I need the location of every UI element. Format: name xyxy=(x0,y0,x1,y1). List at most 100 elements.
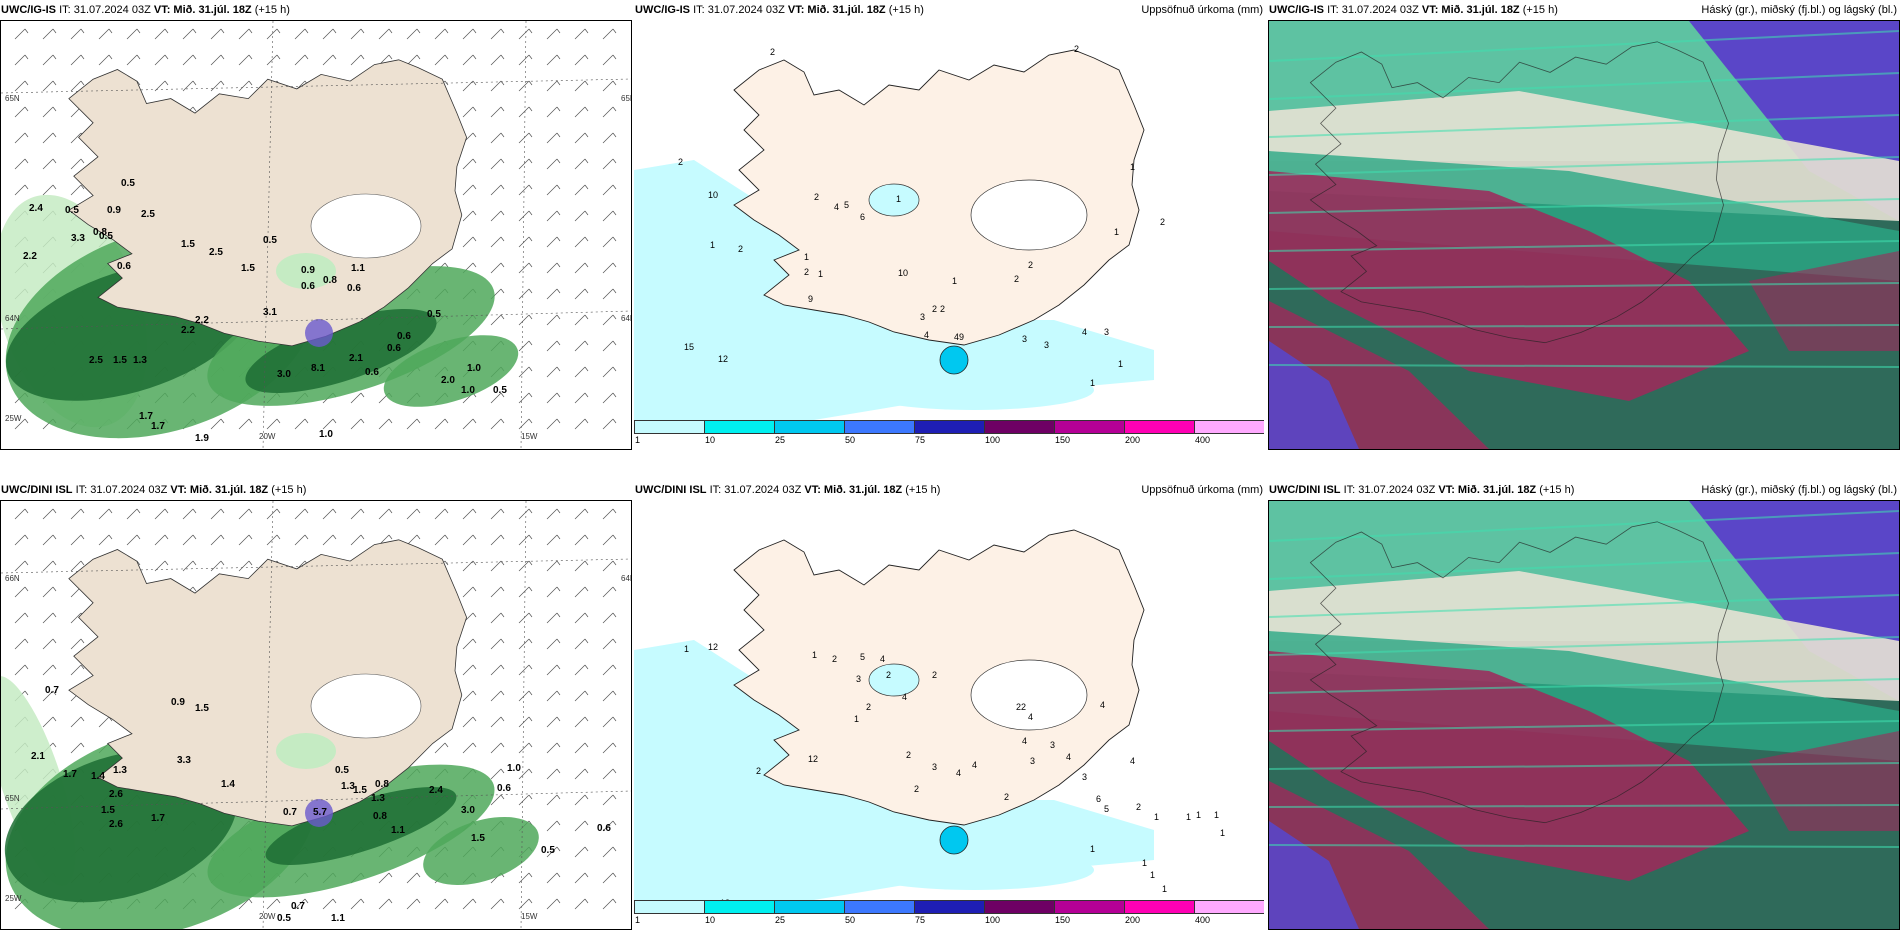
wind-map[interactable]: 66N 65N 25W 20W 15W 64N 0.7 0.9 1.5 2.1 1.7 1.4 1.3 3… xyxy=(0,500,632,930)
wind-barb xyxy=(574,418,589,430)
precip-value-label: 2 xyxy=(1004,792,1009,802)
precip-value-label: 2 xyxy=(738,244,743,254)
precip-value-label: 2 xyxy=(932,670,937,680)
wind-barb xyxy=(518,288,533,300)
wind-barb xyxy=(602,872,617,884)
cloud-map-svg xyxy=(1269,501,1899,929)
wind-barb xyxy=(518,664,533,676)
precip-value-label: 0.7 xyxy=(45,685,59,696)
model-name: UWC/DINI ISL xyxy=(1,484,73,496)
coordinate-label: 64N xyxy=(5,314,20,323)
wind-barb xyxy=(182,28,197,40)
wind-barb xyxy=(154,508,169,520)
precip-value-label: 0.5 xyxy=(277,913,291,924)
wind-barb xyxy=(518,794,533,806)
wind-barb xyxy=(490,508,505,520)
wind-map[interactable]: 65N64N25W20W15W65N64N0.52.40.50.92.50.80… xyxy=(0,20,632,450)
precip-swath xyxy=(423,816,539,886)
precip-max-blob xyxy=(939,825,969,855)
wind-barb xyxy=(574,586,589,598)
cloud-streak xyxy=(1269,636,1899,656)
precip-swath xyxy=(383,335,519,407)
wind-barb xyxy=(546,846,561,858)
wind-barb xyxy=(378,508,393,520)
wind-barb xyxy=(182,534,197,546)
wind-barb xyxy=(462,418,477,430)
panel-precip-row2: UWC/DINI ISL IT: 31.07.2024 03Z VT: Mið.… xyxy=(634,480,1266,930)
wind-barb xyxy=(490,132,505,144)
wind-barb xyxy=(546,872,561,884)
wind-barb xyxy=(574,820,589,832)
wind-barb xyxy=(126,508,141,520)
wind-barb xyxy=(602,846,617,858)
wind-barb xyxy=(574,314,589,326)
precip-value-label: 2.2 xyxy=(195,315,209,326)
panel-header: UWC/DINI ISL IT: 31.07.2024 03Z VT: Mið.… xyxy=(634,480,1266,500)
wind-barb xyxy=(574,612,589,624)
precip-value-label: 1 xyxy=(818,269,823,279)
precip-value-label: 1.3 xyxy=(371,793,385,804)
wind-barb xyxy=(238,80,253,92)
colorbar-tick-label: 50 xyxy=(845,435,856,445)
precip-value-label: 1 xyxy=(1214,810,1219,820)
wind-barb xyxy=(42,80,57,92)
panel-cloud-row1: UWC/IG-IS IT: 31.07.2024 03Z VT: Mið. 31… xyxy=(1268,0,1900,450)
cloud-map[interactable] xyxy=(1268,500,1900,930)
wind-barb xyxy=(294,898,309,910)
wind-barb xyxy=(294,508,309,520)
wind-barb xyxy=(490,716,505,728)
precip-value-label: 3.3 xyxy=(177,755,191,766)
wind-barb xyxy=(602,158,617,170)
wind-barb xyxy=(574,210,589,222)
coordinate-label: 15W xyxy=(521,912,538,921)
iceland-landmass xyxy=(68,59,468,347)
wind-barb xyxy=(546,690,561,702)
precip-value-label: 2 xyxy=(1028,260,1033,270)
precip-value-label: 2.0 xyxy=(441,375,455,386)
precip-value-label: 3 xyxy=(1104,327,1109,337)
coordinate-label: 25W xyxy=(5,894,22,903)
wind-barb xyxy=(518,184,533,196)
wind-barb xyxy=(574,236,589,248)
precip-value-label: 2 xyxy=(886,670,891,680)
wind-barb xyxy=(574,340,589,352)
wind-barb xyxy=(518,340,533,352)
wind-barb xyxy=(462,586,477,598)
wind-barb xyxy=(602,132,617,144)
precip-map[interactable]: 1 12 1 2 5 4 3 2 2 1 4 2 12 2 2 3 2 4 4 4 4 2 3 3 4 3 2 1 1 22 1 6 5 4 4 1 1… xyxy=(634,500,1264,928)
precip-value-label: 1.5 xyxy=(353,785,367,796)
wind-barb xyxy=(238,534,253,546)
precip-value-label: 0.5 xyxy=(427,309,441,320)
precip-value-label: 0.7 xyxy=(283,807,297,818)
cloud-map[interactable] xyxy=(1268,20,1900,450)
wind-barb xyxy=(602,794,617,806)
precip-value-label: 1.5 xyxy=(195,703,209,714)
precip-value-label: 1.4 xyxy=(221,779,235,790)
cloud-title: Háský (gr.), miðský (fj.bl.) og lágský (… xyxy=(1701,4,1897,16)
wind-barb xyxy=(126,28,141,40)
wind-barb xyxy=(42,508,57,520)
wind-barb xyxy=(574,262,589,274)
precip-value-label: 3 xyxy=(1022,334,1027,344)
wind-barb xyxy=(490,210,505,222)
panel-header: UWC/IG-IS IT: 31.07.2024 03Z VT: Mið. 31… xyxy=(1268,0,1900,20)
precip-value-label: 1 xyxy=(1090,378,1095,388)
wind-barb xyxy=(574,106,589,118)
panel-header: UWC/DINI ISL IT: 31.07.2024 03Z VT: Mið.… xyxy=(1268,480,1900,500)
wind-barb xyxy=(574,716,589,728)
iceland-landmass xyxy=(733,49,1145,346)
precip-map[interactable]: 2 2 10 2 4 5 6 1 1 2 1 10 1 2 9 2 3 15 12 4 49 2 3 3 4 3 1 1 2 2 1 2 2 1 1… xyxy=(634,20,1264,448)
precip-value-label: 0.6 xyxy=(117,261,131,272)
coordinate-label: 66N xyxy=(5,574,20,583)
wind-barb xyxy=(42,664,57,676)
wind-barb xyxy=(350,28,365,40)
wind-barb xyxy=(42,690,57,702)
precip-value-label: 3.0 xyxy=(461,805,475,816)
wind-barb xyxy=(322,418,337,430)
colorbar-swatch xyxy=(634,420,705,434)
colorbar-swatch xyxy=(844,420,915,434)
wind-barb xyxy=(462,158,477,170)
wind-barb xyxy=(14,664,29,676)
wind-barb xyxy=(574,534,589,546)
wind-barb xyxy=(42,534,57,546)
